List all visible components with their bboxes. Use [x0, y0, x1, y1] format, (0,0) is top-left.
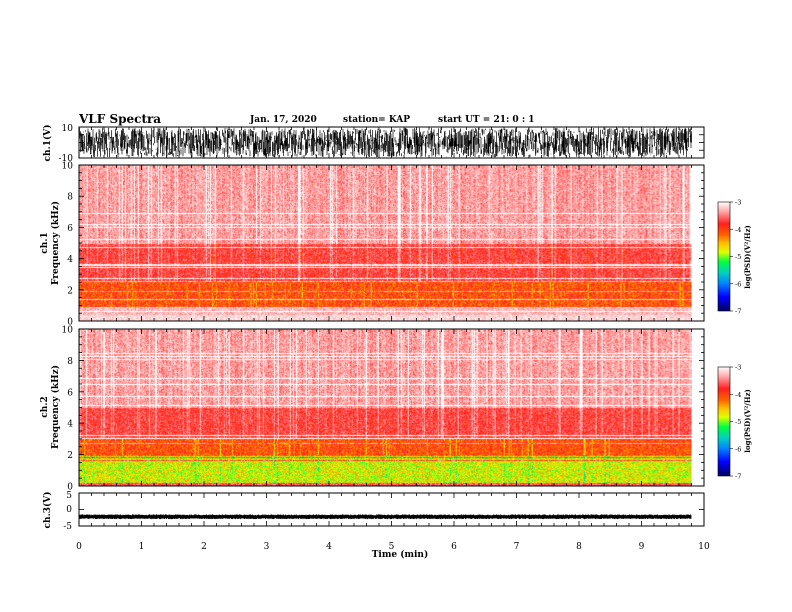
time-tick-label: 8 — [576, 542, 582, 552]
frequency-tick-label: 0 — [67, 318, 73, 328]
ch3-ytick-middle: 0 — [66, 505, 72, 515]
time-axis-label: Time (min) — [372, 549, 429, 560]
figure-title: VLF Spectra — [78, 112, 161, 126]
colorbar-tick-label: -7 — [735, 308, 741, 316]
ch1-spectrogram-ytick-labels: 0 2 4 6 8 10 — [62, 162, 74, 328]
ch1-waveform-ylabel: ch.1(V) — [42, 125, 53, 162]
ch3-waveform-trace — [78, 514, 692, 520]
colorbar-tick-label: -5 — [735, 253, 741, 261]
colorbar-tick-label: -3 — [735, 199, 741, 207]
ch1-ytick-bottom: -10 — [59, 154, 74, 164]
colorbar-tick-label: -7 — [735, 473, 741, 481]
time-tick-label: 7 — [514, 542, 520, 552]
ch3-waveform-panel: 5 0 -5 ch.3(V) 0 1 2 3 4 5 6 7 8 9 10 Time (min) — [42, 491, 710, 560]
ch2-spectrogram-ylabel-frequency: Frequency (kHz) — [50, 365, 61, 449]
time-tick-label: 1 — [139, 542, 145, 552]
ch2-spectrogram-image — [79, 329, 692, 486]
time-tick-label: 2 — [201, 542, 207, 552]
ch1-spectrogram-ylabel-channel: ch.1 — [40, 232, 50, 253]
colorbar-tick-label: -5 — [735, 418, 741, 426]
time-tick-label: 5 — [389, 542, 395, 552]
time-tick-label: 3 — [264, 542, 270, 552]
ch1-ytick-top: 10 — [62, 124, 74, 134]
ch3-waveform-line — [78, 514, 692, 520]
time-axis-tick-labels: 0 1 2 3 4 5 6 7 8 9 10 — [76, 542, 710, 552]
frequency-tick-label: 6 — [67, 388, 73, 398]
ch3-ytick-bottom: -5 — [63, 522, 72, 532]
frequency-tick-label: 8 — [67, 193, 73, 203]
colorbar-tick-label: -6 — [735, 445, 741, 453]
frequency-tick-label: 4 — [67, 420, 73, 430]
colorbar-tick-label: -6 — [735, 280, 741, 288]
ch2-colorbar: -3 -4 -5 -6 -7 log(PSD)(V²/Hz) — [717, 364, 752, 481]
frequency-tick-label: 0 — [67, 483, 73, 493]
ch1-colorbar-label: log(PSD)(V²/Hz) — [743, 225, 752, 289]
ch2-colorbar-ticks: -3 -4 -5 -6 -7 — [730, 364, 741, 481]
frequency-tick-label: 10 — [62, 326, 74, 336]
frequency-tick-label: 10 — [62, 162, 74, 172]
ch2-spectrogram-panel: 0 2 4 6 8 10 ch.2 Frequency (kHz) — [40, 326, 705, 493]
frequency-tick-label: 8 — [67, 357, 73, 367]
figure-station: station= KAP — [343, 115, 410, 125]
ch1-waveform-trace — [78, 127, 692, 158]
time-tick-label: 9 — [639, 542, 645, 552]
time-tick-label: 6 — [451, 542, 457, 552]
time-tick-label: 4 — [326, 542, 332, 552]
figure-start-time: start UT = 21: 0 : 1 — [438, 115, 535, 125]
colorbar-tick-label: -3 — [735, 364, 741, 372]
time-tick-label: 10 — [698, 542, 710, 552]
ch2-spectrogram-ytick-labels: 0 2 4 6 8 10 — [62, 326, 74, 493]
figure-date: Jan. 17, 2020 — [249, 115, 317, 125]
ch1-waveform-ticks — [78, 126, 705, 159]
ch1-spectrogram-image — [79, 165, 692, 321]
ch3-waveform-ylabel: ch.3(V) — [42, 492, 53, 529]
ch1-colorbar: -3 -4 -5 -6 -7 log(PSD)(V²/Hz) — [717, 199, 752, 316]
frequency-tick-label: 4 — [67, 255, 73, 265]
frequency-tick-label: 6 — [67, 224, 73, 234]
ch1-waveform-line — [78, 127, 692, 158]
ch2-colorbar-label: log(PSD)(V²/Hz) — [743, 389, 752, 453]
time-tick-label: 0 — [76, 542, 82, 552]
ch1-colorbar-ticks: -3 -4 -5 -6 -7 — [730, 199, 741, 316]
ch1-waveform-panel: 10 -10 ch.1(V) — [42, 124, 705, 164]
ch1-spectrogram-panel: 0 2 4 6 8 10 ch.1 Frequency (kHz) — [40, 162, 705, 328]
ch2-colorbar-ramp — [717, 366, 731, 477]
ch1-spectrogram-ylabel-frequency: Frequency (kHz) — [50, 201, 61, 285]
frequency-tick-label: 2 — [67, 286, 73, 296]
frequency-tick-label: 2 — [67, 451, 73, 461]
ch2-spectrogram-ylabel-channel: ch.2 — [40, 396, 50, 417]
ch1-spectrogram-ticks — [78, 164, 705, 322]
ch3-ytick-top: 5 — [66, 491, 72, 501]
ch2-spectrogram-ticks — [78, 328, 705, 487]
ch1-colorbar-ramp — [717, 201, 731, 312]
colorbar-tick-label: -4 — [735, 391, 741, 399]
colorbar-tick-label: -4 — [735, 226, 741, 234]
ch3-waveform-ticks — [78, 492, 705, 527]
